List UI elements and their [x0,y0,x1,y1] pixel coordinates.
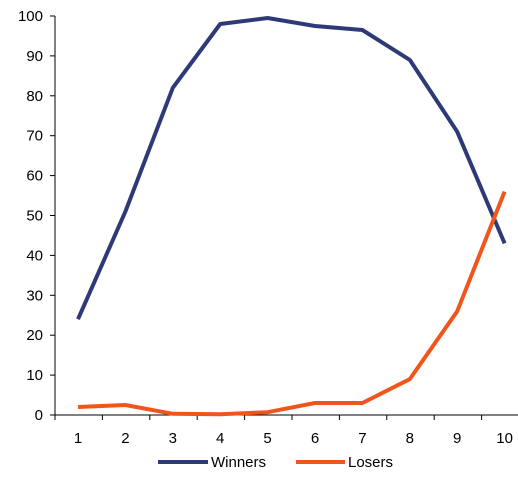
y-axis: 0 10 20 30 40 50 60 70 80 90 100 [18,8,56,424]
x-axis: 1 2 3 4 5 6 7 8 9 10 [54,414,518,447]
y-tick-label: 0 [35,407,43,424]
legend-label-winners: Winners [211,454,266,471]
y-tick-label: 100 [18,8,43,25]
y-tick-label: 90 [26,48,43,65]
x-tick-label: 9 [453,430,461,447]
x-tick-label: 4 [216,430,224,447]
y-tick-label: 60 [26,168,43,185]
x-tick-label: 7 [358,430,366,447]
y-tick-label: 10 [26,367,43,384]
x-tick-label: 8 [406,430,414,447]
series-layer [76,16,507,417]
series-line-winners [76,16,507,321]
x-tick-label: 1 [74,430,82,447]
y-tick-label: 40 [26,247,43,264]
y-tick-label: 70 [26,128,43,145]
legend: Winners Losers [158,454,393,471]
y-tick-label: 80 [26,88,43,105]
x-tick-label: 2 [121,430,129,447]
x-tick-label: 6 [311,430,319,447]
y-tick-label: 30 [26,287,43,304]
x-tick-label: 3 [169,430,177,447]
series-line-losers [77,190,507,417]
y-tick-label: 20 [26,327,43,344]
x-tick-label: 5 [263,430,271,447]
y-tick-label: 50 [26,208,43,225]
legend-label-losers: Losers [348,454,393,471]
x-tick-label: 10 [496,430,513,447]
